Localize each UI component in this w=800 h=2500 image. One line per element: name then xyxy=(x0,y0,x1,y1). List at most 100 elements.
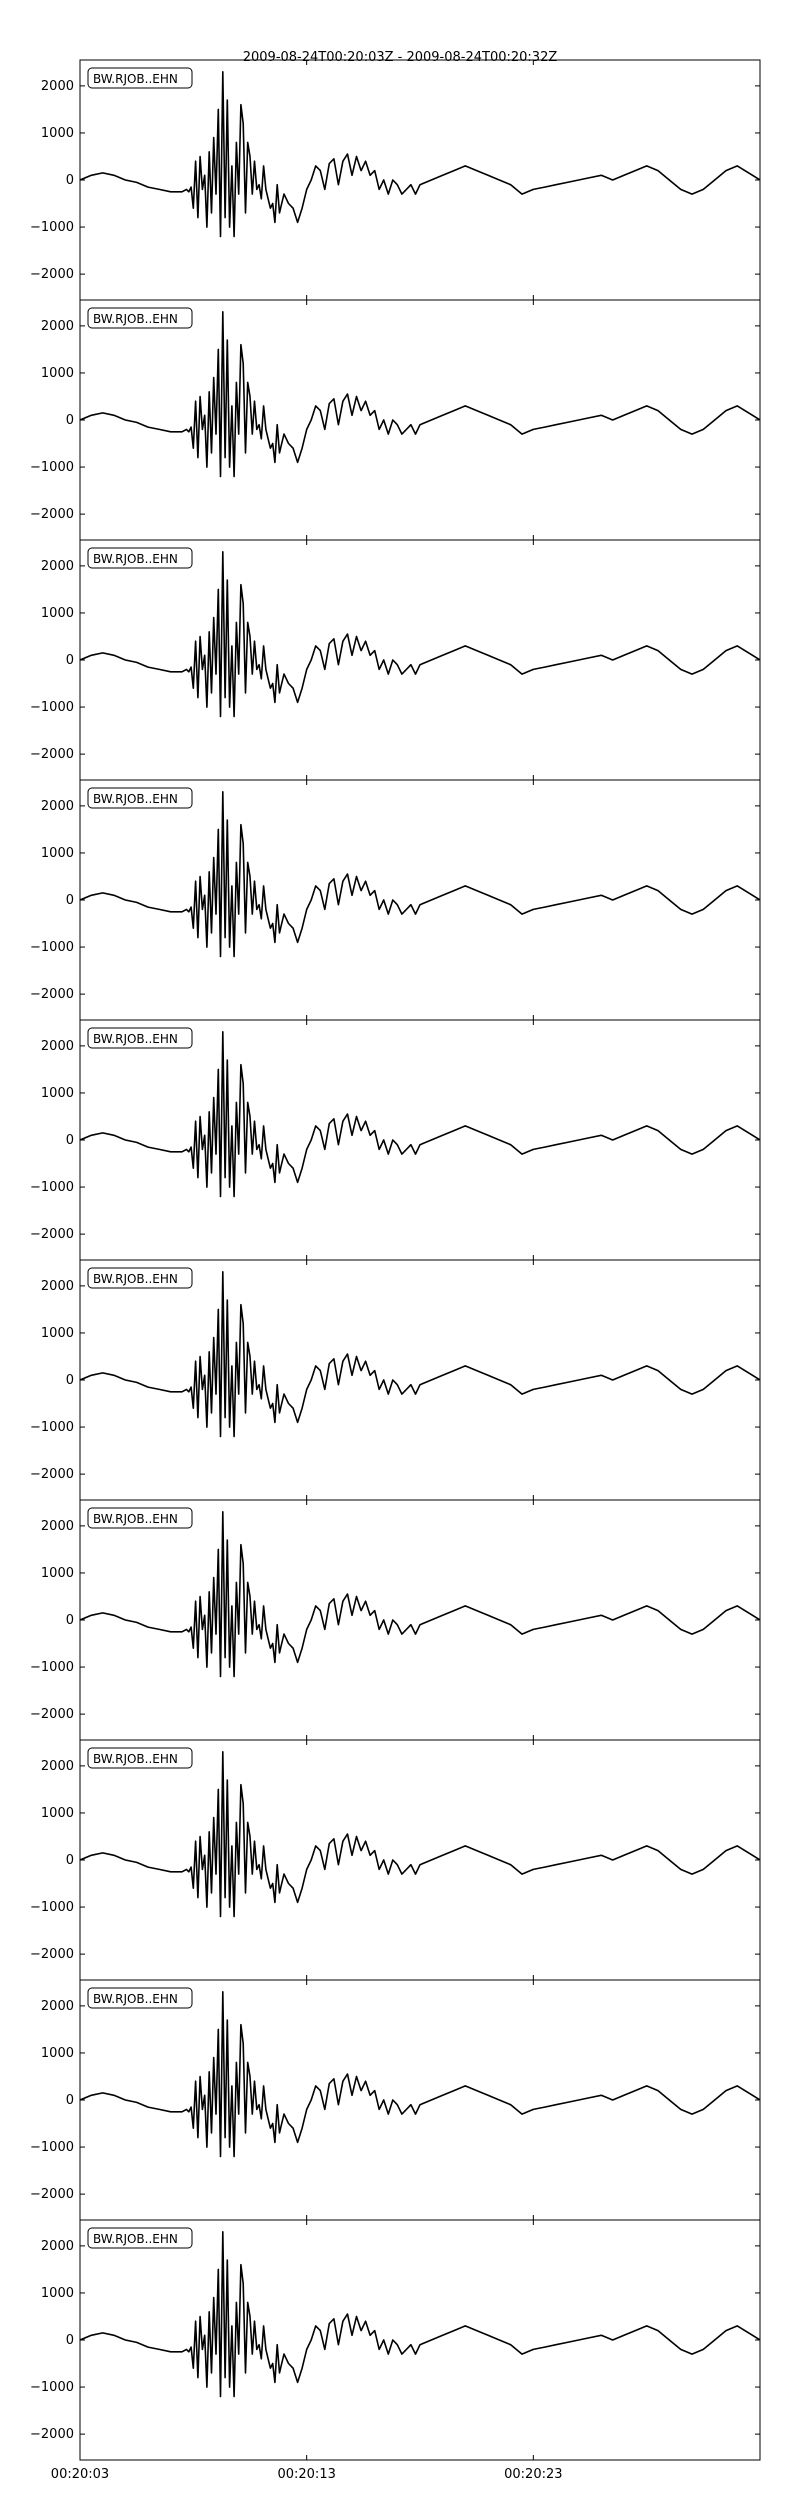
x-tick-label: 00:20:23 xyxy=(504,2467,562,2482)
y-tick-label: −2000 xyxy=(30,1467,74,1482)
legend-box xyxy=(87,2227,193,2249)
y-tick-label: −1000 xyxy=(30,460,74,475)
y-tick-label: −1000 xyxy=(30,1420,74,1435)
trace-panel: 2000 1000 0 −1000 −2000 BW.RJOB..EHN xyxy=(30,779,761,1021)
waveform-line xyxy=(80,1271,760,1438)
y-tick-label: 2000 xyxy=(41,1999,74,2014)
y-tick-label: 2000 xyxy=(41,79,74,94)
legend-box xyxy=(87,67,193,89)
legend-label: BW.RJOB..EHN xyxy=(93,1512,178,1526)
waveform-line xyxy=(80,311,760,478)
y-tick-label: 1000 xyxy=(41,126,74,141)
y-tick-label: 1000 xyxy=(41,1806,74,1821)
waveform-line xyxy=(80,1511,760,1678)
y-tick-label: 0 xyxy=(66,893,74,908)
x-tick-label: 00:20:03 xyxy=(51,2467,109,2482)
y-tick-label: −1000 xyxy=(30,220,74,235)
y-tick-label: −2000 xyxy=(30,1707,74,1722)
y-tick-label: 2000 xyxy=(41,1759,74,1774)
legend-box xyxy=(87,787,193,809)
y-tick-label: 1000 xyxy=(41,1086,74,1101)
panel-frame xyxy=(79,1019,761,1261)
y-tick-label: 1000 xyxy=(41,846,74,861)
y-tick-label: −2000 xyxy=(30,1227,74,1242)
x-tick-label: 00:20:13 xyxy=(277,2467,335,2482)
waveform-line xyxy=(80,2231,760,2398)
y-tick-label: 2000 xyxy=(41,1279,74,1294)
panel-frame xyxy=(79,539,761,781)
y-tick-label: −1000 xyxy=(30,940,74,955)
y-tick-label: −2000 xyxy=(30,1947,74,1962)
y-tick-label: 2000 xyxy=(41,1039,74,1054)
y-tick-label: 2000 xyxy=(41,559,74,574)
y-tick-label: −1000 xyxy=(30,1660,74,1675)
y-tick-label: 0 xyxy=(66,653,74,668)
panel-frame xyxy=(79,299,761,541)
trace-legend: BW.RJOB..EHN xyxy=(87,2227,193,2249)
y-tick-label: −2000 xyxy=(30,2187,74,2202)
legend-box xyxy=(87,1507,193,1529)
y-tick-label: −2000 xyxy=(30,507,74,522)
legend-label: BW.RJOB..EHN xyxy=(93,1992,178,2006)
trace-panel: 2000 1000 0 −1000 −2000 BW.RJOB..EHN xyxy=(30,1499,761,1741)
y-tick-label: 2000 xyxy=(41,2239,74,2254)
y-tick-label: −1000 xyxy=(30,2380,74,2395)
y-tick-label: 0 xyxy=(66,1373,74,1388)
y-tick-label: 1000 xyxy=(41,366,74,381)
y-tick-label: −2000 xyxy=(30,747,74,762)
panel-frame xyxy=(79,779,761,1021)
trace-panel: 2000 1000 0 −1000 −2000 BW.RJOB..EHN xyxy=(30,539,761,781)
legend-label: BW.RJOB..EHN xyxy=(93,1032,178,1046)
trace-legend: BW.RJOB..EHN xyxy=(87,1027,193,1049)
legend-label: BW.RJOB..EHN xyxy=(93,2232,178,2246)
y-tick-label: 1000 xyxy=(41,2286,74,2301)
trace-legend: BW.RJOB..EHN xyxy=(87,547,193,569)
legend-box xyxy=(87,1027,193,1049)
trace-panel: 2000 1000 0 −1000 −2000 BW.RJOB..EHN xyxy=(30,59,761,301)
legend-label: BW.RJOB..EHN xyxy=(93,72,178,86)
trace-legend: BW.RJOB..EHN xyxy=(87,787,193,809)
waveform-line xyxy=(80,1991,760,2158)
y-tick-label: 1000 xyxy=(41,1566,74,1581)
panel-frame xyxy=(79,1499,761,1741)
legend-label: BW.RJOB..EHN xyxy=(93,792,178,806)
panel-frame xyxy=(79,2219,761,2461)
waveform-line xyxy=(80,1751,760,1918)
y-tick-label: −1000 xyxy=(30,700,74,715)
y-tick-label: −1000 xyxy=(30,2140,74,2155)
y-tick-label: 2000 xyxy=(41,799,74,814)
y-tick-label: 0 xyxy=(66,2093,74,2108)
y-tick-label: 0 xyxy=(66,2333,74,2348)
y-tick-label: 0 xyxy=(66,1133,74,1148)
trace-legend: BW.RJOB..EHN xyxy=(87,1747,193,1769)
panel-frame xyxy=(79,1259,761,1501)
y-tick-label: 1000 xyxy=(41,2046,74,2061)
trace-legend: BW.RJOB..EHN xyxy=(87,1987,193,2009)
trace-legend: BW.RJOB..EHN xyxy=(87,1267,193,1289)
legend-box xyxy=(87,307,193,329)
y-tick-label: −2000 xyxy=(30,2427,74,2442)
legend-box xyxy=(87,1267,193,1289)
panel-frame xyxy=(79,1979,761,2221)
y-tick-label: 1000 xyxy=(41,606,74,621)
panel-frame xyxy=(79,59,761,301)
legend-label: BW.RJOB..EHN xyxy=(93,552,178,566)
waveform-line xyxy=(80,1031,760,1198)
waveform-line xyxy=(80,71,760,238)
y-tick-label: −2000 xyxy=(30,267,74,282)
trace-legend: BW.RJOB..EHN xyxy=(87,67,193,89)
legend-label: BW.RJOB..EHN xyxy=(93,1272,178,1286)
trace-panel: 2000 1000 0 −1000 −2000 BW.RJOB..EHN xyxy=(30,1019,761,1261)
figure-title: 2009-08-24T00:20:03Z - 2009-08-24T00:20:… xyxy=(243,50,558,65)
y-tick-label: 0 xyxy=(66,1853,74,1868)
panels-group: 2000 1000 0 −1000 −2000 BW.RJOB..EHN 2000 1000 0… xyxy=(30,59,761,2482)
y-tick-label: 0 xyxy=(66,413,74,428)
y-tick-label: 0 xyxy=(66,1613,74,1628)
legend-label: BW.RJOB..EHN xyxy=(93,1752,178,1766)
trace-panel: 2000 1000 0 −1000 −2000 BW.RJOB..EHN xyxy=(30,1739,761,1981)
legend-box xyxy=(87,547,193,569)
legend-box xyxy=(87,1747,193,1769)
trace-legend: BW.RJOB..EHN xyxy=(87,307,193,329)
waveform-line xyxy=(80,551,760,718)
